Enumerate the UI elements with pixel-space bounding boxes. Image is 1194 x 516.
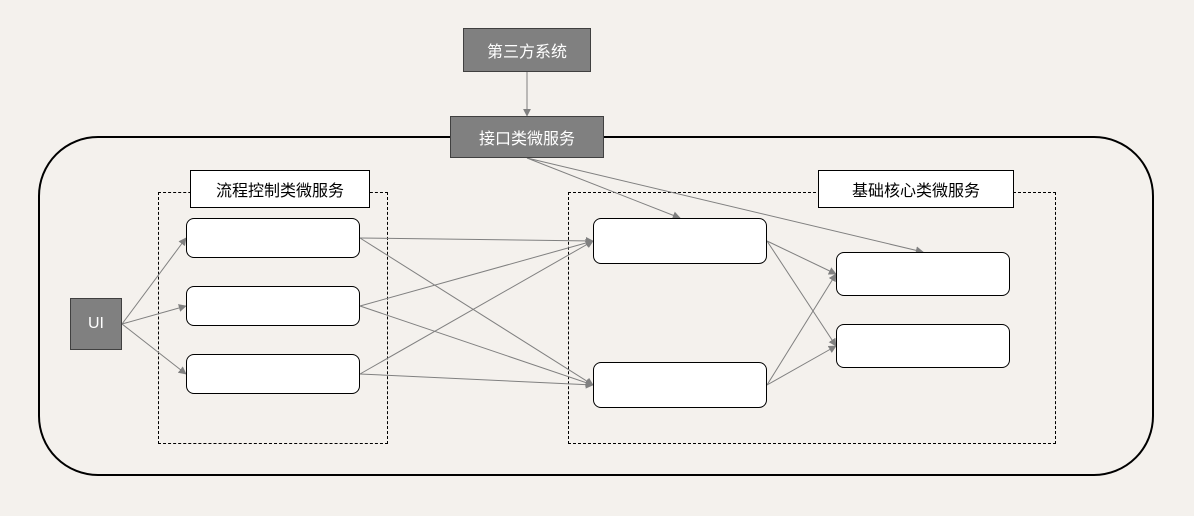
diagram-canvas: 第三方系统 接口类微服务 UI 流程控制类微服务 基础核心类微服务 <box>0 0 1194 516</box>
process-box-1 <box>186 218 360 258</box>
node-label: 接口类微服务 <box>479 125 575 149</box>
node-label: 第三方系统 <box>487 38 567 62</box>
ui-node: UI <box>70 298 122 350</box>
core-box-1 <box>593 218 767 264</box>
third-party-system-node: 第三方系统 <box>463 28 591 72</box>
core-box-4 <box>836 324 1010 368</box>
process-control-title: 流程控制类微服务 <box>190 170 370 208</box>
core-box-3 <box>836 252 1010 296</box>
node-label: UI <box>88 315 104 333</box>
node-label: 基础核心类微服务 <box>852 177 980 201</box>
process-box-2 <box>186 286 360 326</box>
process-box-3 <box>186 354 360 394</box>
core-box-2 <box>593 362 767 408</box>
core-service-title: 基础核心类微服务 <box>818 170 1014 208</box>
interface-service-node: 接口类微服务 <box>450 116 604 158</box>
node-label: 流程控制类微服务 <box>216 177 344 201</box>
